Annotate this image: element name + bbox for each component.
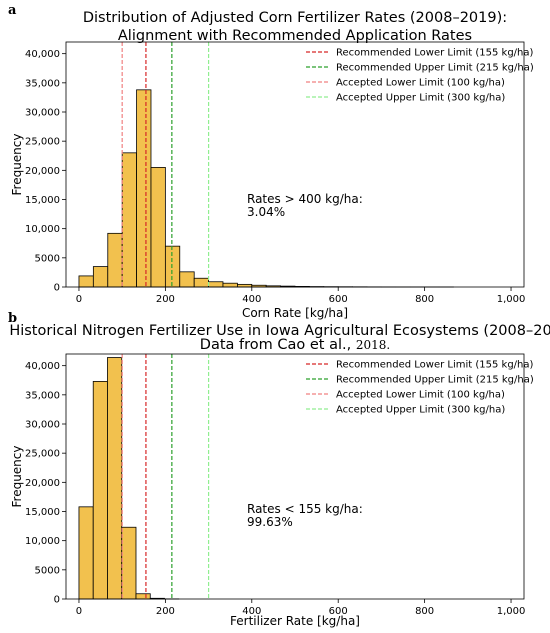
histogram-bar <box>78 506 94 600</box>
y-axis-label: Frequency <box>10 446 24 508</box>
y-tick-label: 0 <box>54 595 60 606</box>
x-tick-label: 600 <box>329 294 348 305</box>
chart-subtitle: Alignment with Recommended Application R… <box>118 28 472 44</box>
histogram-bar <box>222 282 238 288</box>
chart-title: Distribution of Adjusted Corn Fertilizer… <box>83 10 507 26</box>
y-tick-label: 30,000 <box>25 108 60 119</box>
x-tick-label: 1,000 <box>497 294 526 305</box>
legend-entry-2: Recommended Upper Limit (215 kg/ha) <box>336 63 534 74</box>
x-tick-label: 800 <box>415 606 434 617</box>
chart-subtitle: Data from Cao et al., 2018. <box>200 337 390 353</box>
histogram-bar <box>107 357 123 600</box>
histogram-bar <box>208 281 224 288</box>
chart-subtitle-text: Data from Cao et al., <box>200 337 351 353</box>
histogram-bar <box>121 152 137 288</box>
x-tick-label: 400 <box>242 606 261 617</box>
histogram-bar <box>135 593 151 600</box>
chart-title-citation-year: 2018. <box>356 338 390 352</box>
legend-entry-4: Accepted Upper Limit (300 kg/ha) <box>336 405 505 416</box>
x-tick-label: 400 <box>242 294 261 305</box>
histogram-bar <box>107 232 123 288</box>
histogram-bar <box>150 167 166 288</box>
y-tick-label: 5000 <box>35 565 60 576</box>
legend: Recommended Lower Limit (155 kg/ha) Recom… <box>306 360 534 416</box>
x-tick-label: 200 <box>156 606 175 617</box>
histogram-bar <box>121 526 137 600</box>
y-tick-label: 35,000 <box>25 390 60 401</box>
legend-entry-3: Accepted Lower Limit (100 kg/ha) <box>336 390 505 401</box>
chart-subtitle-text: Alignment with Recommended Application R… <box>118 28 472 44</box>
y-tick-label: 20,000 <box>25 166 60 177</box>
plot-frame <box>65 41 525 288</box>
annotation-text: Rates < 155 kg/ha: <box>247 502 363 516</box>
legend-entry-1: Recommended Lower Limit (155 kg/ha) <box>336 48 534 59</box>
annotation-text: 3.04% <box>247 205 285 219</box>
x-tick-label: 200 <box>156 294 175 305</box>
annotation-text: 99.63% <box>247 515 293 529</box>
y-tick-label: 0 <box>54 283 60 294</box>
y-tick-label: 10,000 <box>25 536 60 547</box>
panel-letter: b <box>8 311 17 326</box>
x-tick-label: 800 <box>415 294 434 305</box>
chart-title: Historical Nitrogen Fertilizer Use in Io… <box>9 323 550 339</box>
histogram-bar <box>136 89 152 288</box>
legend-entry-2: Recommended Upper Limit (215 kg/ha) <box>336 375 534 386</box>
histogram-bar <box>78 275 94 288</box>
y-tick-label: 35,000 <box>25 78 60 89</box>
y-tick-label: 15,000 <box>25 195 60 206</box>
histogram-bar <box>92 381 108 600</box>
y-tick-label: 5000 <box>35 253 60 264</box>
x-axis-label: Fertilizer Rate [kg/ha] <box>230 614 360 628</box>
plot-frame <box>65 353 525 600</box>
histogram-bar <box>92 266 109 288</box>
x-tick-label: 0 <box>76 294 82 305</box>
x-tick-label: 0 <box>76 606 82 617</box>
x-axis-label: Corn Rate [kg/ha] <box>242 306 348 320</box>
legend-entry-4: Accepted Upper Limit (300 kg/ha) <box>336 93 505 104</box>
legend-entry-1: Recommended Lower Limit (155 kg/ha) <box>336 360 534 371</box>
y-tick-label: 40,000 <box>25 361 60 372</box>
y-tick-label: 10,000 <box>25 224 60 235</box>
y-tick-label: 25,000 <box>25 449 60 460</box>
y-tick-label: 20,000 <box>25 478 60 489</box>
panel-letter: a <box>8 3 17 18</box>
y-tick-label: 25,000 <box>25 137 60 148</box>
y-tick-label: 40,000 <box>25 49 60 60</box>
histogram-bar <box>164 245 181 288</box>
histogram-bar <box>179 271 195 288</box>
annotation-text: Rates > 400 kg/ha: <box>247 192 363 206</box>
x-tick-label: 1,000 <box>497 606 526 617</box>
histogram-bar <box>193 277 209 288</box>
x-tick-label: 600 <box>329 606 348 617</box>
legend-entry-3: Accepted Lower Limit (100 kg/ha) <box>336 78 505 89</box>
y-tick-label: 15,000 <box>25 507 60 518</box>
legend: Recommended Lower Limit (155 kg/ha) Recom… <box>306 48 534 104</box>
chart-panel-a: a Distribution of Adjusted Corn Fertilize… <box>8 3 534 320</box>
y-axis-label: Frequency <box>10 134 24 196</box>
y-tick-label: 30,000 <box>25 420 60 431</box>
